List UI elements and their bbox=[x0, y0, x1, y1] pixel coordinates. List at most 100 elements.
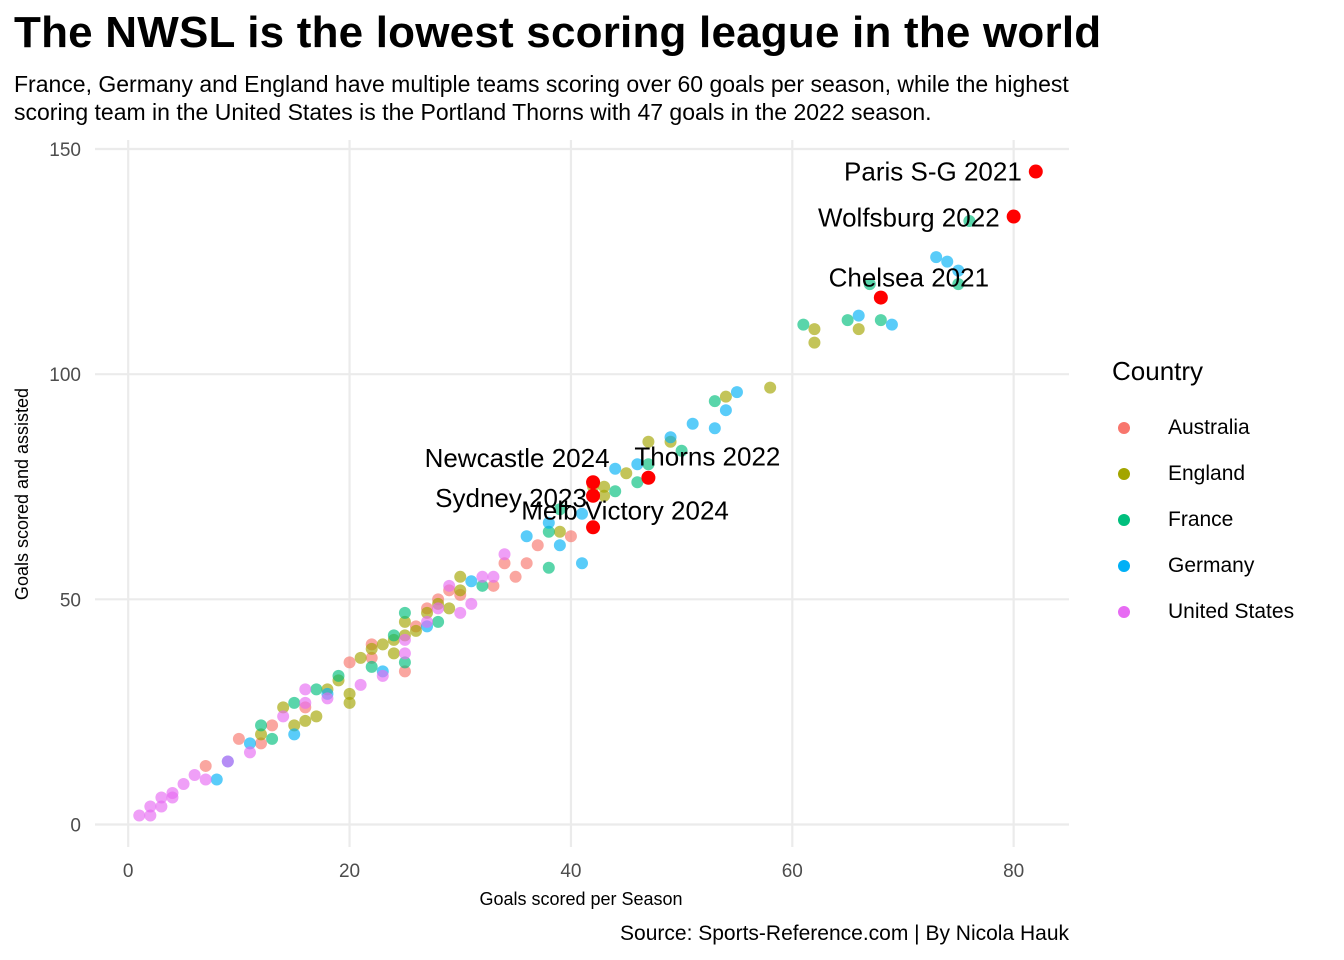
data-point bbox=[708, 422, 721, 435]
chart-title: The NWSL is the lowest scoring league in… bbox=[14, 8, 1102, 57]
data-point bbox=[686, 417, 699, 430]
data-point bbox=[365, 642, 378, 655]
data-point bbox=[620, 467, 633, 480]
data-point bbox=[553, 539, 566, 552]
source-caption: Source: Sports-Reference.com | By Nicola… bbox=[620, 922, 1069, 945]
data-point bbox=[952, 264, 965, 277]
data-point bbox=[199, 773, 212, 786]
data-point bbox=[487, 579, 500, 592]
data-point bbox=[631, 458, 644, 471]
data-point bbox=[398, 606, 411, 619]
series-england bbox=[255, 323, 865, 741]
point-label-wolfsburg-2022: Wolfsburg 2022 bbox=[818, 203, 1000, 233]
series-united-states bbox=[133, 548, 511, 822]
data-point bbox=[321, 692, 334, 705]
data-point bbox=[221, 755, 234, 768]
data-point bbox=[432, 602, 445, 615]
data-point bbox=[553, 525, 566, 538]
data-point bbox=[398, 647, 411, 660]
data-point bbox=[443, 602, 456, 615]
data-point bbox=[797, 318, 810, 331]
data-point bbox=[454, 584, 467, 597]
data-point bbox=[531, 539, 544, 552]
data-point bbox=[310, 683, 323, 696]
data-point bbox=[454, 606, 467, 619]
highlight-point-sydney-2023 bbox=[586, 488, 601, 503]
data-point bbox=[288, 728, 301, 741]
data-point bbox=[476, 579, 489, 592]
legend-item-australia: Australia bbox=[1112, 405, 1294, 451]
x-tick-label: 20 bbox=[339, 861, 360, 882]
data-point bbox=[365, 651, 378, 664]
legend-item-france: France bbox=[1112, 497, 1294, 543]
data-point bbox=[421, 615, 434, 628]
data-points bbox=[133, 164, 1043, 822]
data-point bbox=[266, 732, 279, 745]
data-point bbox=[564, 530, 577, 543]
data-point bbox=[288, 719, 301, 732]
x-tick-label: 40 bbox=[560, 861, 581, 882]
legend-label-united-states: United States bbox=[1168, 600, 1295, 623]
legend-item-england: England bbox=[1112, 451, 1294, 497]
data-point bbox=[343, 687, 356, 700]
data-point bbox=[576, 557, 588, 570]
data-point bbox=[421, 606, 434, 619]
legend-label-germany: Germany bbox=[1168, 554, 1255, 577]
legend-label-england: England bbox=[1168, 462, 1246, 485]
data-point bbox=[675, 444, 688, 457]
data-point bbox=[288, 696, 301, 709]
data-point bbox=[266, 719, 279, 732]
y-tick-label: 50 bbox=[60, 590, 81, 611]
data-point bbox=[255, 728, 268, 741]
data-point bbox=[609, 485, 622, 498]
legend-key-united-states bbox=[1118, 606, 1130, 618]
data-point bbox=[299, 696, 312, 709]
data-point bbox=[476, 570, 489, 583]
data-point bbox=[255, 719, 268, 732]
data-point bbox=[542, 516, 555, 529]
legend-label-france: France bbox=[1168, 508, 1234, 531]
legend-label-australia: Australia bbox=[1168, 416, 1250, 439]
point-label-melb-victory-2024: Melb Victory 2024 bbox=[521, 495, 729, 525]
point-label-paris-s-g-2021: Paris S-G 2021 bbox=[844, 157, 1022, 187]
data-point bbox=[952, 278, 965, 291]
legend: Country Australia England France Germany… bbox=[1112, 356, 1294, 635]
data-point bbox=[365, 660, 378, 673]
data-point bbox=[343, 696, 356, 709]
data-point bbox=[609, 462, 622, 475]
axis-ticks: 0 20 40 60 80 0 50 100 150 bbox=[49, 140, 1024, 882]
legend-title: Country bbox=[1112, 356, 1204, 386]
y-tick-label: 150 bbox=[49, 140, 81, 161]
data-point bbox=[642, 458, 655, 471]
highlight-point-newcastle-2024 bbox=[586, 475, 601, 490]
data-point bbox=[498, 548, 511, 561]
data-point bbox=[354, 651, 367, 664]
data-point bbox=[144, 800, 157, 813]
data-point bbox=[465, 575, 478, 588]
data-point bbox=[299, 714, 312, 727]
legend-key-germany bbox=[1118, 560, 1130, 572]
data-point bbox=[166, 786, 179, 799]
data-point bbox=[576, 507, 588, 520]
data-point bbox=[598, 480, 611, 493]
x-tick-label: 60 bbox=[782, 861, 803, 882]
data-point bbox=[520, 557, 533, 570]
data-point bbox=[398, 615, 411, 628]
series-france bbox=[255, 215, 976, 745]
data-point bbox=[642, 435, 655, 448]
data-point bbox=[719, 404, 732, 417]
data-point bbox=[155, 800, 168, 813]
data-point bbox=[343, 656, 356, 669]
data-point bbox=[542, 561, 555, 574]
data-point bbox=[808, 336, 821, 349]
data-point bbox=[277, 710, 290, 723]
data-point bbox=[177, 777, 190, 790]
data-point bbox=[398, 665, 411, 678]
data-point bbox=[553, 503, 566, 516]
point-label-newcastle-2024: Newcastle 2024 bbox=[425, 443, 610, 473]
data-point bbox=[520, 530, 533, 543]
x-axis-title: Goals scored per Season bbox=[479, 889, 682, 909]
data-point bbox=[188, 768, 201, 781]
point-labels: Paris S-G 2021 Wolfsburg 2022 Chelsea 2021… bbox=[425, 157, 1022, 526]
